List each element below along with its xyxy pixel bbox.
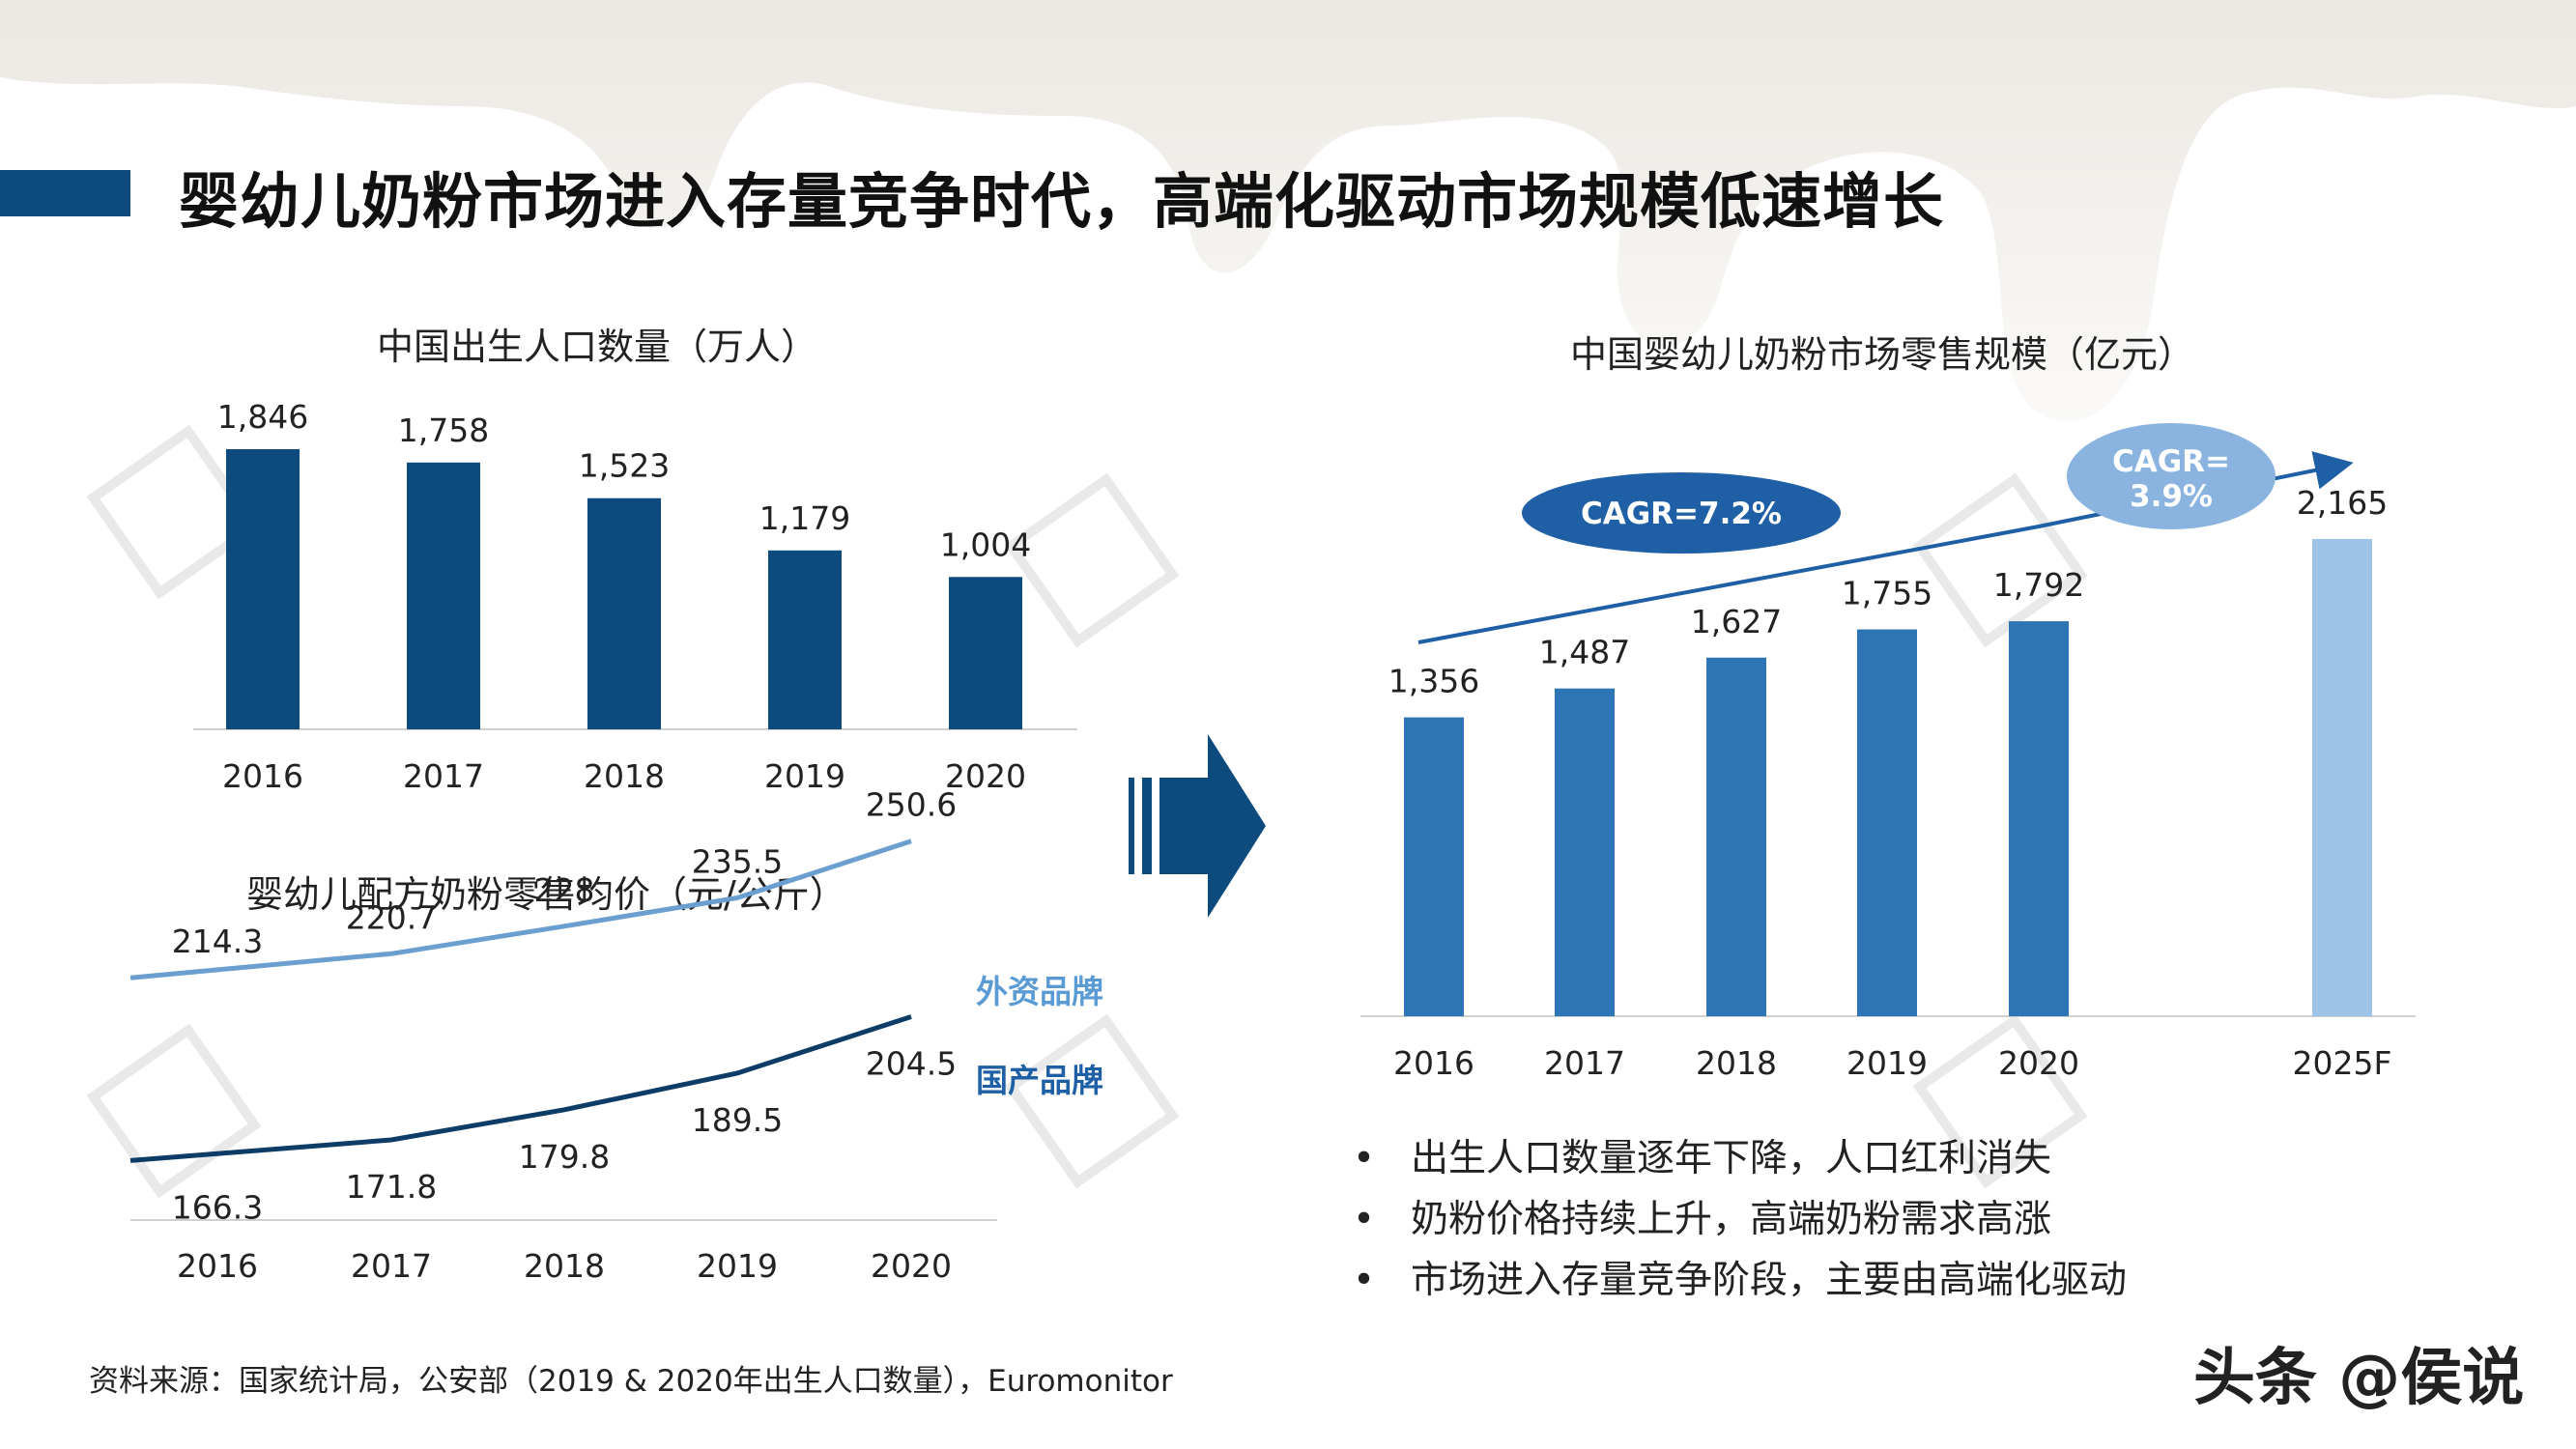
price-tick-label: 2020 — [871, 1247, 952, 1285]
right-arrow-icon — [1129, 734, 1266, 918]
market-chart-title: 中国婴幼儿奶粉市场零售规模（亿元） — [1570, 333, 2195, 376]
market-tick-label: 2020 — [1998, 1044, 2079, 1082]
price-tick-label: 2019 — [697, 1247, 778, 1285]
milk-splash-background — [0, 0, 2576, 422]
births-data-label: 1,004 — [940, 526, 1031, 563]
bullet-item: • 奶粉价格持续上升，高端奶粉需求高涨 — [1353, 1189, 2127, 1250]
price-line-foreign — [129, 838, 912, 980]
price-tick-label: 2016 — [177, 1247, 258, 1285]
bullet-dot-icon: • — [1353, 1137, 1376, 1180]
births-bar — [949, 577, 1022, 729]
births-tick-label: 2020 — [945, 757, 1026, 795]
price-data-label: 235.5 — [692, 843, 783, 881]
source-note: 资料来源：国家统计局，公安部（2019 & 2020年出生人口数量），Eurom… — [89, 1364, 1173, 1399]
price-data-label: 171.8 — [346, 1168, 437, 1206]
bullet-item: • 市场进入存量竞争阶段，主要由高端化驱动 — [1353, 1250, 2127, 1311]
births-tick-label: 2019 — [764, 757, 845, 795]
cagr-badge-1-text: CAGR=7.2% — [1581, 497, 1782, 531]
price-data-label: 166.3 — [172, 1188, 263, 1226]
price-data-label: 204.5 — [866, 1044, 957, 1082]
footer-logo: 头条 @侯说 — [2193, 1343, 2525, 1414]
births-bar — [768, 550, 842, 729]
cagr-badge-2-text-line1: CAGR= — [2112, 444, 2230, 479]
market-bar — [1706, 657, 1766, 1016]
market-forecast-bar — [2312, 539, 2372, 1016]
price-data-label: 179.8 — [519, 1138, 610, 1176]
births-bar — [407, 462, 480, 729]
price-tick-label: 2018 — [524, 1247, 605, 1285]
births-data-label: 1,523 — [579, 447, 670, 485]
births-tick-label: 2016 — [222, 757, 303, 795]
births-chart-title: 中国出生人口数量（万人） — [377, 326, 818, 368]
births-data-label: 1,179 — [759, 499, 850, 537]
births-bar — [587, 497, 661, 729]
price-data-label: 189.5 — [692, 1101, 783, 1139]
bullet-item: • 出生人口数量逐年下降，人口红利消失 — [1353, 1128, 2127, 1189]
bullet-dot-icon: • — [1353, 1259, 1376, 1302]
price-data-label: 250.6 — [866, 786, 957, 824]
market-bar — [2009, 621, 2069, 1016]
market-data-label: 1,755 — [1842, 575, 1932, 612]
market-bar — [1857, 629, 1917, 1016]
cagr-badge-1 — [1522, 472, 1841, 554]
price-line-domestic — [129, 1014, 912, 1163]
price-legend-label: 外资品牌 — [976, 973, 1103, 1010]
bullet-text: 出生人口数量逐年下降，人口红利消失 — [1411, 1137, 2052, 1180]
price-data-label: 214.3 — [172, 923, 263, 960]
cagr-badge-2 — [2067, 423, 2275, 529]
bullet-dot-icon: • — [1353, 1198, 1376, 1241]
bullet-text: 奶粉价格持续上升，高端奶粉需求高涨 — [1411, 1198, 2052, 1241]
births-tick-label: 2017 — [403, 757, 484, 795]
market-data-label: 1,792 — [1993, 566, 2084, 604]
cagr-badge-2-text-line2: 3.9% — [2130, 479, 2213, 514]
bullet-text: 市场进入存量竞争阶段，主要由高端化驱动 — [1411, 1259, 2128, 1302]
price-tick-label: 2017 — [351, 1247, 432, 1285]
key-points-list: • 出生人口数量逐年下降，人口红利消失 • 奶粉价格持续上升，高端奶粉需求高涨 • 市… — [1353, 1128, 2127, 1311]
births-data-label: 1,758 — [398, 412, 489, 449]
births-tick-label: 2018 — [584, 757, 665, 795]
market-data-label: 2,165 — [2297, 484, 2388, 522]
page-title: 婴幼儿奶粉市场进入存量竞争时代，高端化驱动市场规模低速增长 — [179, 166, 1945, 237]
market-tick-label: 2019 — [1846, 1044, 1928, 1082]
market-tick-label: 2018 — [1696, 1044, 1777, 1082]
market-bar — [1555, 688, 1615, 1016]
market-tick-label: 2016 — [1393, 1044, 1474, 1082]
title-accent-bar — [0, 170, 130, 216]
price-legend-label: 国产品牌 — [976, 1062, 1103, 1099]
market-tick-label: 2017 — [1544, 1044, 1625, 1082]
births-data-label: 1,846 — [217, 398, 308, 436]
market-data-label: 1,356 — [1388, 663, 1479, 700]
market-data-label: 1,487 — [1539, 634, 1630, 671]
price-data-label: 228 — [534, 871, 595, 909]
market-tick-label: 2025F — [2293, 1044, 2392, 1082]
births-bar — [226, 449, 300, 729]
market-bar — [1404, 717, 1464, 1016]
price-data-label: 220.7 — [346, 898, 437, 936]
market-data-label: 1,627 — [1691, 603, 1782, 640]
